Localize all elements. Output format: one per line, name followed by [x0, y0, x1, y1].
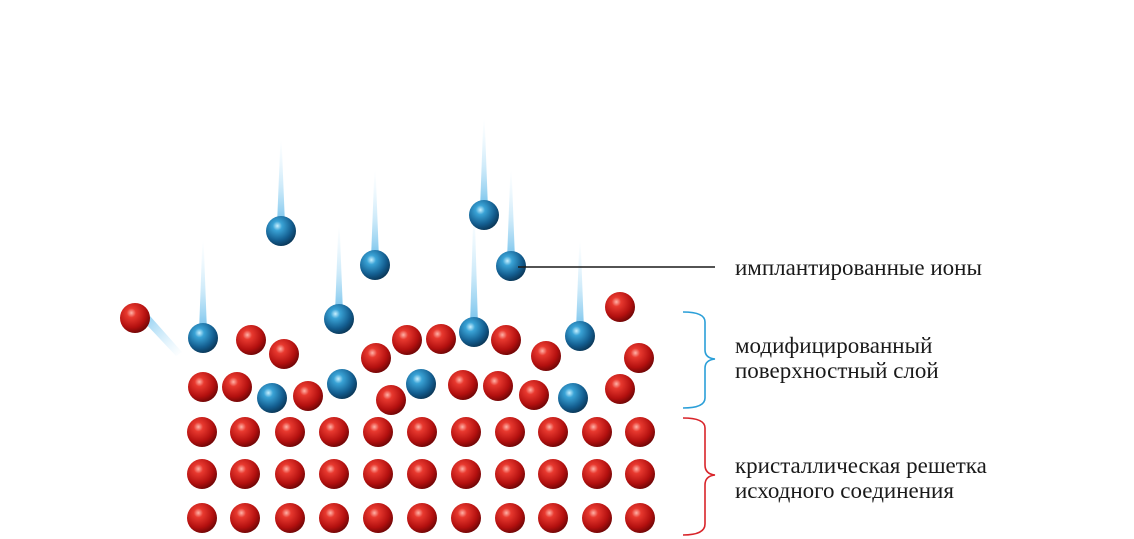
ion-trail: [507, 170, 515, 260]
implanted-ion: [257, 383, 287, 413]
surface-atom: [531, 341, 561, 371]
modified-surface-layer: [188, 292, 654, 415]
ion-trail: [470, 210, 478, 326]
implanted-ion: [188, 323, 218, 353]
lattice-atom: [230, 459, 260, 489]
implanted-ion: [459, 317, 489, 347]
lattice-atom: [538, 459, 568, 489]
displaced-atom: [605, 292, 635, 322]
modified-layer-brace: [682, 311, 716, 409]
surface-atom: [361, 343, 391, 373]
implanted-ion: [406, 369, 436, 399]
lattice-atom: [230, 417, 260, 447]
lattice-atom: [275, 459, 305, 489]
lattice-atom: [319, 459, 349, 489]
surface-atom: [392, 325, 422, 355]
surface-atom: [624, 343, 654, 373]
lattice-atom: [275, 503, 305, 533]
lattice-atom: [451, 459, 481, 489]
surface-atom: [222, 372, 252, 402]
lattice-atom: [187, 417, 217, 447]
lattice-atom: [230, 503, 260, 533]
crystal-lattice-line-1: кристаллическая решетка: [735, 453, 987, 478]
sputtered-atom: [120, 303, 150, 333]
lattice-atom: [582, 459, 612, 489]
incoming-ions: [120, 200, 526, 334]
ion-trail: [335, 225, 343, 313]
surface-atom: [483, 371, 513, 401]
surface-atom: [376, 385, 406, 415]
crystal-lattice-line-2: исходного соединения: [735, 478, 954, 503]
surface-atom: [236, 325, 266, 355]
lattice-atom: [363, 417, 393, 447]
implanted-ions-text: имплантированные ионы: [735, 255, 982, 280]
lattice-atom: [407, 417, 437, 447]
implanted-ion: [558, 383, 588, 413]
lattice-atom: [407, 503, 437, 533]
lattice-atom: [495, 503, 525, 533]
ion-trail: [576, 240, 584, 330]
ion-trail: [371, 170, 379, 259]
crystal-lattice-label: кристаллическая решетка исходного соедин…: [735, 453, 987, 503]
ion-trails: [145, 118, 584, 356]
lattice-atom: [275, 417, 305, 447]
incoming-ion: [496, 251, 526, 281]
surface-atom: [605, 374, 635, 404]
lattice-atom: [187, 503, 217, 533]
lattice-atom: [319, 503, 349, 533]
surface-atom: [491, 325, 521, 355]
ion-trail: [277, 140, 285, 225]
lattice-atom: [625, 417, 655, 447]
implanted-ion: [565, 321, 595, 351]
modified-layer-label: модифицированный поверхностный слой: [735, 333, 939, 383]
sputtered-atom-trail: [145, 316, 182, 356]
lattice-atom: [495, 459, 525, 489]
modified-layer-line-2: поверхностный слой: [735, 358, 939, 383]
surface-atom: [448, 370, 478, 400]
crystal-lattice: [187, 417, 655, 533]
surface-atom: [293, 381, 323, 411]
incoming-ion: [360, 250, 390, 280]
surface-atom: [519, 380, 549, 410]
lattice-atom: [625, 503, 655, 533]
surface-atom: [188, 372, 218, 402]
lattice-atom: [582, 503, 612, 533]
lattice-atom: [363, 459, 393, 489]
incoming-ion: [324, 304, 354, 334]
modified-layer-line-1: модифицированный: [735, 333, 933, 358]
lattice-atom: [582, 417, 612, 447]
lattice-atom: [451, 503, 481, 533]
incoming-ion: [266, 216, 296, 246]
lattice-atom: [451, 417, 481, 447]
incoming-ion: [469, 200, 499, 230]
lattice-atom: [625, 459, 655, 489]
lattice-atom: [407, 459, 437, 489]
lattice-atom: [538, 503, 568, 533]
lattice-atom: [319, 417, 349, 447]
lattice-atom: [363, 503, 393, 533]
lattice-atom: [495, 417, 525, 447]
lattice-atom: [538, 417, 568, 447]
ion-trail: [199, 240, 207, 332]
crystal-lattice-brace: [682, 417, 716, 536]
implanted-ions-label: имплантированные ионы: [735, 255, 982, 280]
surface-atom: [426, 324, 456, 354]
surface-atom: [269, 339, 299, 369]
implanted-ion: [327, 369, 357, 399]
lattice-atom: [187, 459, 217, 489]
ion-trail: [480, 118, 488, 209]
